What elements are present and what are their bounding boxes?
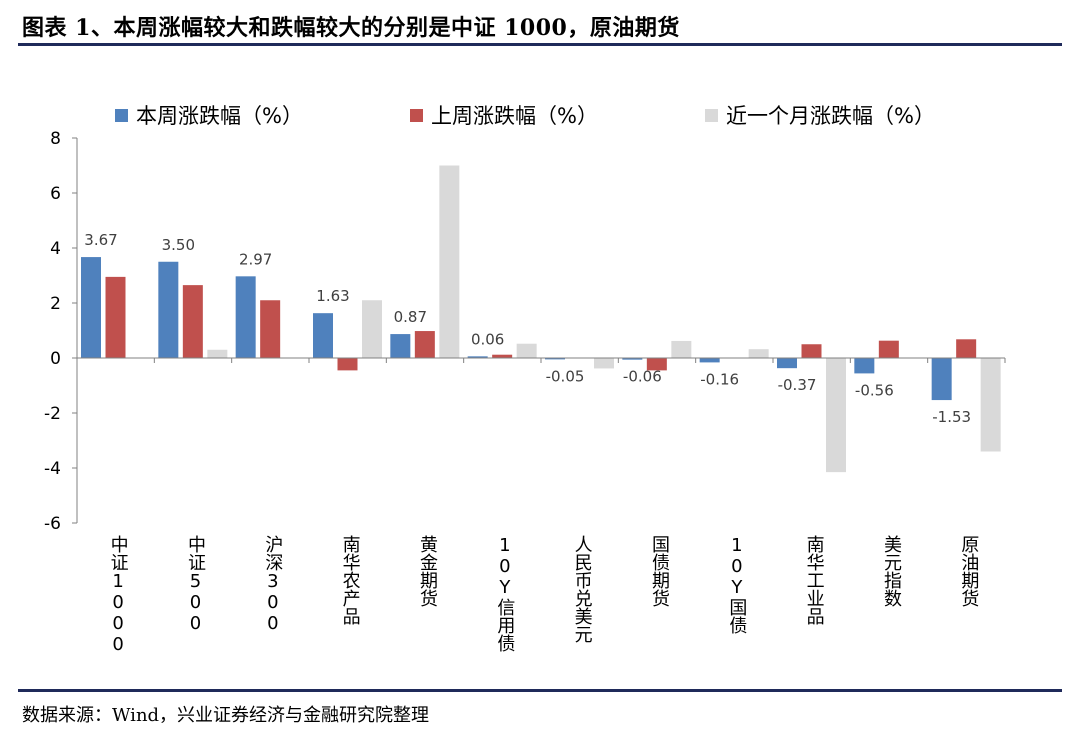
bar-series-2-9: [826, 358, 846, 473]
data-label-0: 3.67: [84, 231, 117, 249]
legend-label-last-month: 近一个月涨跌幅（%）: [726, 104, 935, 128]
bar-series-2-1: [207, 349, 228, 358]
bar-series-2-11: [980, 358, 1001, 452]
legend-swatch-last-month: [705, 108, 718, 122]
y-tick-label: 6: [50, 184, 61, 204]
y-tick-label: 0: [50, 349, 61, 369]
data-label-9: -0.37: [778, 376, 817, 394]
category-label-0: 中证1000: [107, 535, 129, 655]
bar-series-1-9: [801, 344, 822, 358]
category-label-5: 10Y信用债: [494, 535, 516, 652]
data-label-10: -0.56: [855, 381, 894, 399]
legend-label-this-week: 本周涨跌幅（%）: [136, 104, 303, 128]
legend-label-last-week: 上周涨跌幅（%）: [431, 104, 598, 128]
bar-series-0-1: [158, 261, 179, 358]
bar-series-0-9: [777, 358, 797, 369]
bar-series-1-11: [956, 339, 977, 358]
category-label-1: 中证500: [185, 535, 206, 634]
title-divider: [18, 43, 1062, 46]
bar-series-0-11: [931, 358, 952, 401]
category-label-10: 美元指数: [881, 535, 902, 607]
footer-divider: [18, 689, 1062, 692]
category-label-4: 黄金期货: [417, 535, 438, 607]
data-label-3: 1.63: [316, 287, 349, 305]
bar-series-0-0: [81, 257, 101, 358]
bar-series-2-3: [362, 300, 382, 358]
bar-series-0-6: [545, 358, 565, 360]
category-label-8: 10Y国债: [726, 535, 748, 634]
data-label-2: 2.97: [239, 250, 272, 268]
bar-series-0-10: [854, 358, 875, 374]
legend-swatch-this-week: [115, 108, 128, 122]
bar-series-1-10: [878, 340, 899, 358]
bar-series-0-8: [699, 358, 720, 363]
source-note: 数据来源：Wind，兴业证券经济与金融研究院整理: [22, 705, 430, 726]
y-tick-label: 4: [50, 239, 61, 259]
y-tick-label: -6: [44, 514, 61, 534]
legend-swatch-last-week: [410, 108, 423, 122]
category-label-2: 沪深300: [262, 535, 284, 634]
y-tick-label: -2: [44, 404, 61, 424]
bar-series-0-4: [390, 334, 411, 358]
bar-series-1-0: [105, 276, 126, 358]
bar-series-2-5: [516, 343, 537, 358]
bar-series-2-7: [671, 340, 692, 358]
category-label-3: 南华农产品: [339, 535, 361, 625]
chart-legend: 本周涨跌幅（%） 上周涨跌幅（%） 近一个月涨跌幅（%）: [0, 100, 1080, 130]
category-label-6: 人民币兑美元: [571, 535, 593, 643]
category-label-9: 南华工业品: [803, 535, 825, 625]
y-tick-label: 2: [50, 294, 61, 314]
legend-item-last-month: 近一个月涨跌幅（%）: [705, 100, 935, 130]
y-tick-label: 8: [50, 129, 61, 149]
bar-series-1-7: [646, 358, 667, 371]
bar-series-0-7: [622, 358, 643, 360]
bar-series-1-5: [492, 354, 513, 358]
bar-series-2-8: [748, 349, 769, 358]
data-label-1: 3.50: [162, 236, 195, 254]
chart-title: 图表 1、本周涨幅较大和跌幅较大的分别是中证 1000，原油期货: [22, 15, 680, 41]
bar-series-0-3: [313, 313, 333, 358]
bar-series-0-2: [235, 276, 256, 358]
bar-series-2-4: [439, 165, 460, 358]
bar-series-1-1: [182, 285, 203, 358]
data-label-6: -0.05: [546, 367, 585, 385]
legend-item-this-week: 本周涨跌幅（%）: [115, 100, 303, 130]
legend-item-last-week: 上周涨跌幅（%）: [410, 100, 598, 130]
bar-series-2-6: [594, 358, 614, 369]
bar-series-1-2: [260, 300, 281, 358]
bar-series-1-4: [414, 331, 435, 358]
bar-series-1-3: [337, 358, 358, 371]
y-tick-label: -4: [44, 459, 61, 479]
data-label-4: 0.87: [394, 308, 427, 326]
category-label-11: 原油期货: [958, 535, 980, 607]
data-label-7: -0.06: [623, 368, 662, 386]
data-label-8: -0.16: [700, 370, 739, 388]
bar-series-0-5: [467, 356, 488, 358]
category-label-7: 国债期货: [649, 535, 670, 607]
data-label-5: 0.06: [471, 330, 504, 348]
data-label-11: -1.53: [932, 408, 971, 426]
